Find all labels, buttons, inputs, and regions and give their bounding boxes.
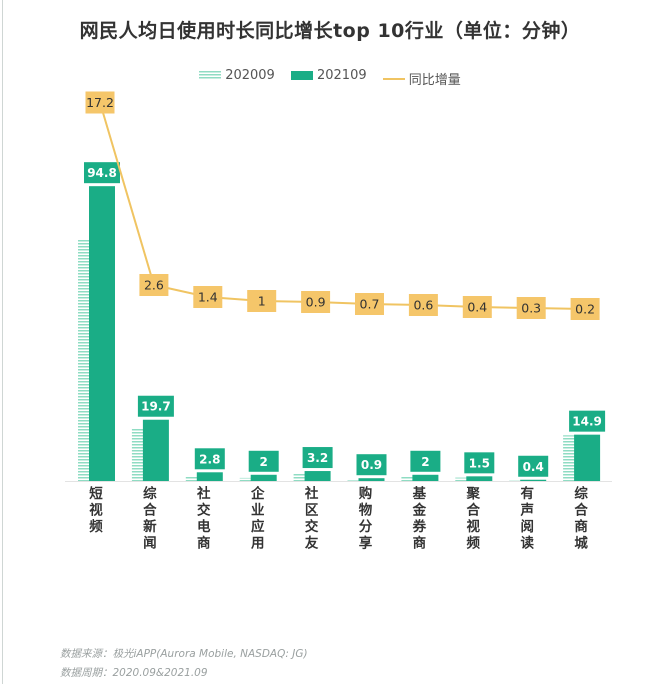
bar-202109-1 [142,419,169,481]
chart-title: 网民人均日使用时长同比增长top 10行业（单位：分钟） [79,20,581,42]
growth-point-8 [516,297,546,319]
bar-202009-2 [185,476,199,481]
value-label-202109-0: 94.8 [87,166,117,180]
value-label-bg-9 [569,410,606,432]
growth-label-6: 0.6 [413,298,433,313]
value-label-202109-8: 0.4 [523,460,544,474]
growth-label-9: 0.2 [575,302,595,317]
growth-label-4: 0.9 [306,295,326,310]
legend-item-growth: 同比增量 [382,69,461,88]
bar-202109-3 [250,474,277,481]
bar-202009-4 [293,473,307,481]
legend-item-202009: 202009 [199,68,275,83]
legend-item-202109: 202109 [290,68,367,83]
legend-label-202109: 202109 [316,68,367,83]
growth-point-2 [193,286,223,308]
legend-swatch-202109 [290,71,313,80]
legend-label-growth: 同比增量 [408,73,461,88]
category-label-7: 聚合视频 [466,486,481,552]
value-label-bg-8 [518,455,549,477]
category-label-8: 有声阅读 [519,485,534,552]
legend-label-202009: 202009 [225,68,275,83]
bar-202009-1 [131,427,145,481]
period-line: 数据周期：2020.09&2021.09 [60,667,208,679]
legend-swatch-growth [382,78,405,80]
growth-point-9 [570,298,600,320]
source-note: 数据来源：极光iAPP(Aurora Mobile, NASDAQ: JG) 数… [60,645,308,683]
source-line: 数据来源：极光iAPP(Aurora Mobile, NASDAQ: JG) [60,648,308,660]
frame-border [2,0,3,684]
growth-point-4 [301,291,331,313]
bar-202109-7 [466,476,493,481]
bar-202009-9 [563,435,577,481]
value-label-202109-4: 3.2 [307,451,328,465]
category-label-1: 综合新闻 [143,485,157,552]
growth-series-line [99,102,586,310]
bar-202009-0 [78,239,91,481]
bar-202109-2 [196,472,223,481]
bar-202009-3 [239,477,253,481]
bar-202009-6 [401,476,415,481]
growth-label-3: 1 [258,294,266,309]
value-label-202109-3: 2 [260,455,268,469]
growth-point-1 [139,274,169,296]
category-label-5: 购物分享 [359,485,373,552]
value-label-bg-6 [410,450,441,472]
bar-202109-9 [574,434,601,481]
category-label-0: 短视频 [89,485,103,535]
growth-point-6 [408,294,438,316]
value-label-202109-2: 2.8 [199,452,220,466]
category-label-4: 社区交友 [304,485,319,552]
value-label-bg-4 [302,447,333,469]
value-label-202109-6: 2 [421,455,429,469]
value-label-bg-5 [356,454,387,476]
growth-label-8: 0.3 [521,301,541,316]
growth-label-5: 0.7 [360,297,380,312]
value-label-202109-9: 14.9 [572,415,602,429]
bar-202109-6 [412,474,439,481]
growth-label-7: 0.4 [467,300,487,315]
value-label-202109-1: 19.7 [141,400,171,414]
bar-202109-0 [89,186,115,481]
value-label-bg-1 [137,395,174,417]
bar-202109-8 [520,479,547,481]
growth-point-3 [247,290,277,312]
value-label-202109-5: 0.9 [361,458,382,472]
bar-202009-7 [455,477,469,481]
value-label-202109-7: 1.5 [469,456,490,470]
growth-point-0 [85,91,115,114]
growth-point-5 [355,293,384,315]
category-label-9: 综合商城 [574,485,588,552]
value-label-bg-7 [464,452,495,474]
growth-label-1: 2.6 [144,278,164,293]
category-label-6: 基金券商 [412,485,427,552]
value-label-bg-2 [194,448,225,470]
bar-202109-5 [358,478,385,481]
bar-202009-5 [347,480,361,481]
growth-label-2: 1.4 [198,290,218,305]
category-label-3: 企业应用 [250,485,265,552]
legend-swatch-202009 [199,71,222,80]
value-label-bg-3 [248,450,279,472]
value-label-bg-0 [84,162,120,184]
category-label-2: 社交电商 [196,485,211,552]
bar-202109-4 [304,471,331,481]
growth-label-0: 17.2 [86,95,114,110]
legend: 202009 202109 同比增量 [0,68,660,88]
growth-point-7 [462,296,492,318]
